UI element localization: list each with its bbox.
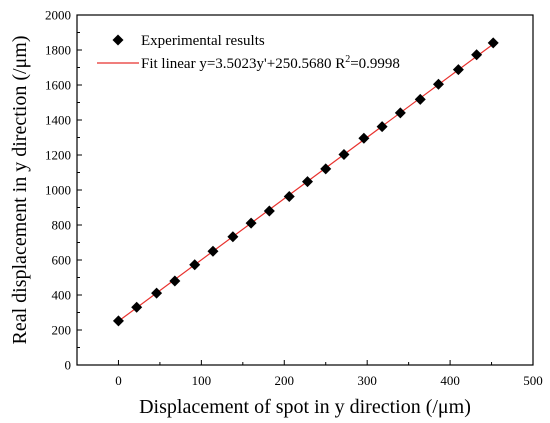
data-point — [189, 259, 201, 271]
data-point — [376, 121, 388, 133]
data-point — [414, 93, 426, 105]
legend-fit-prefix: Fit linear y=3.5023y'+250.5680 R — [141, 56, 345, 72]
data-point — [394, 107, 406, 119]
y-tick-label: 1200 — [45, 148, 71, 163]
data-point — [263, 205, 275, 217]
data-point — [227, 231, 239, 243]
data-point — [432, 78, 444, 90]
data-point — [169, 275, 181, 287]
y-tick-label: 800 — [52, 218, 72, 233]
y-tick-label: 1400 — [45, 113, 71, 128]
x-tick-label: 100 — [192, 373, 212, 388]
data-point — [112, 315, 124, 327]
y-tick-label: 1800 — [45, 43, 71, 58]
data-point — [320, 163, 332, 175]
data-point — [487, 37, 499, 49]
y-tick-label: 1600 — [45, 78, 71, 93]
data-points — [112, 37, 499, 327]
legend-fit-suffix: =0.9998 — [350, 56, 400, 72]
data-point — [207, 245, 219, 257]
data-point — [358, 132, 370, 144]
legend: Experimental results Fit linear y=3.5023… — [97, 33, 400, 72]
y-axis-ticks: 0 200 400 600 800 1000 1200 1400 1600 1800 2000 — [45, 8, 82, 373]
data-point — [151, 287, 163, 299]
legend-fit-superscript: 2 — [345, 54, 350, 65]
x-tick-label: 500 — [523, 373, 543, 388]
legend-marker-experimental — [112, 34, 124, 46]
legend-label-fit: Fit linear y=3.5023y'+250.5680 R2=0.9998 — [141, 54, 400, 72]
legend-label-experimental: Experimental results — [141, 33, 265, 49]
y-tick-label: 400 — [52, 288, 72, 303]
y-tick-label: 2000 — [45, 8, 71, 23]
x-axis-title: Displacement of spot in y direction (/μm… — [139, 396, 471, 418]
y-tick-label: 1000 — [45, 183, 71, 198]
data-point — [301, 176, 313, 188]
y-tick-label: 0 — [65, 358, 72, 373]
x-tick-label: 300 — [357, 373, 377, 388]
data-point — [131, 301, 143, 313]
data-point — [245, 217, 257, 229]
x-tick-label: 200 — [275, 373, 295, 388]
y-tick-label: 200 — [52, 323, 72, 338]
y-tick-label: 600 — [52, 253, 72, 268]
x-tick-label: 0 — [115, 373, 122, 388]
data-point — [452, 64, 464, 76]
y-axis-title: Real displacement in y direction (/μm) — [9, 36, 31, 345]
x-axis-ticks: 0 100 200 300 400 500 — [76, 360, 543, 388]
x-tick-label: 400 — [440, 373, 460, 388]
data-point — [471, 49, 483, 61]
data-point — [283, 190, 295, 202]
data-point — [338, 148, 350, 160]
